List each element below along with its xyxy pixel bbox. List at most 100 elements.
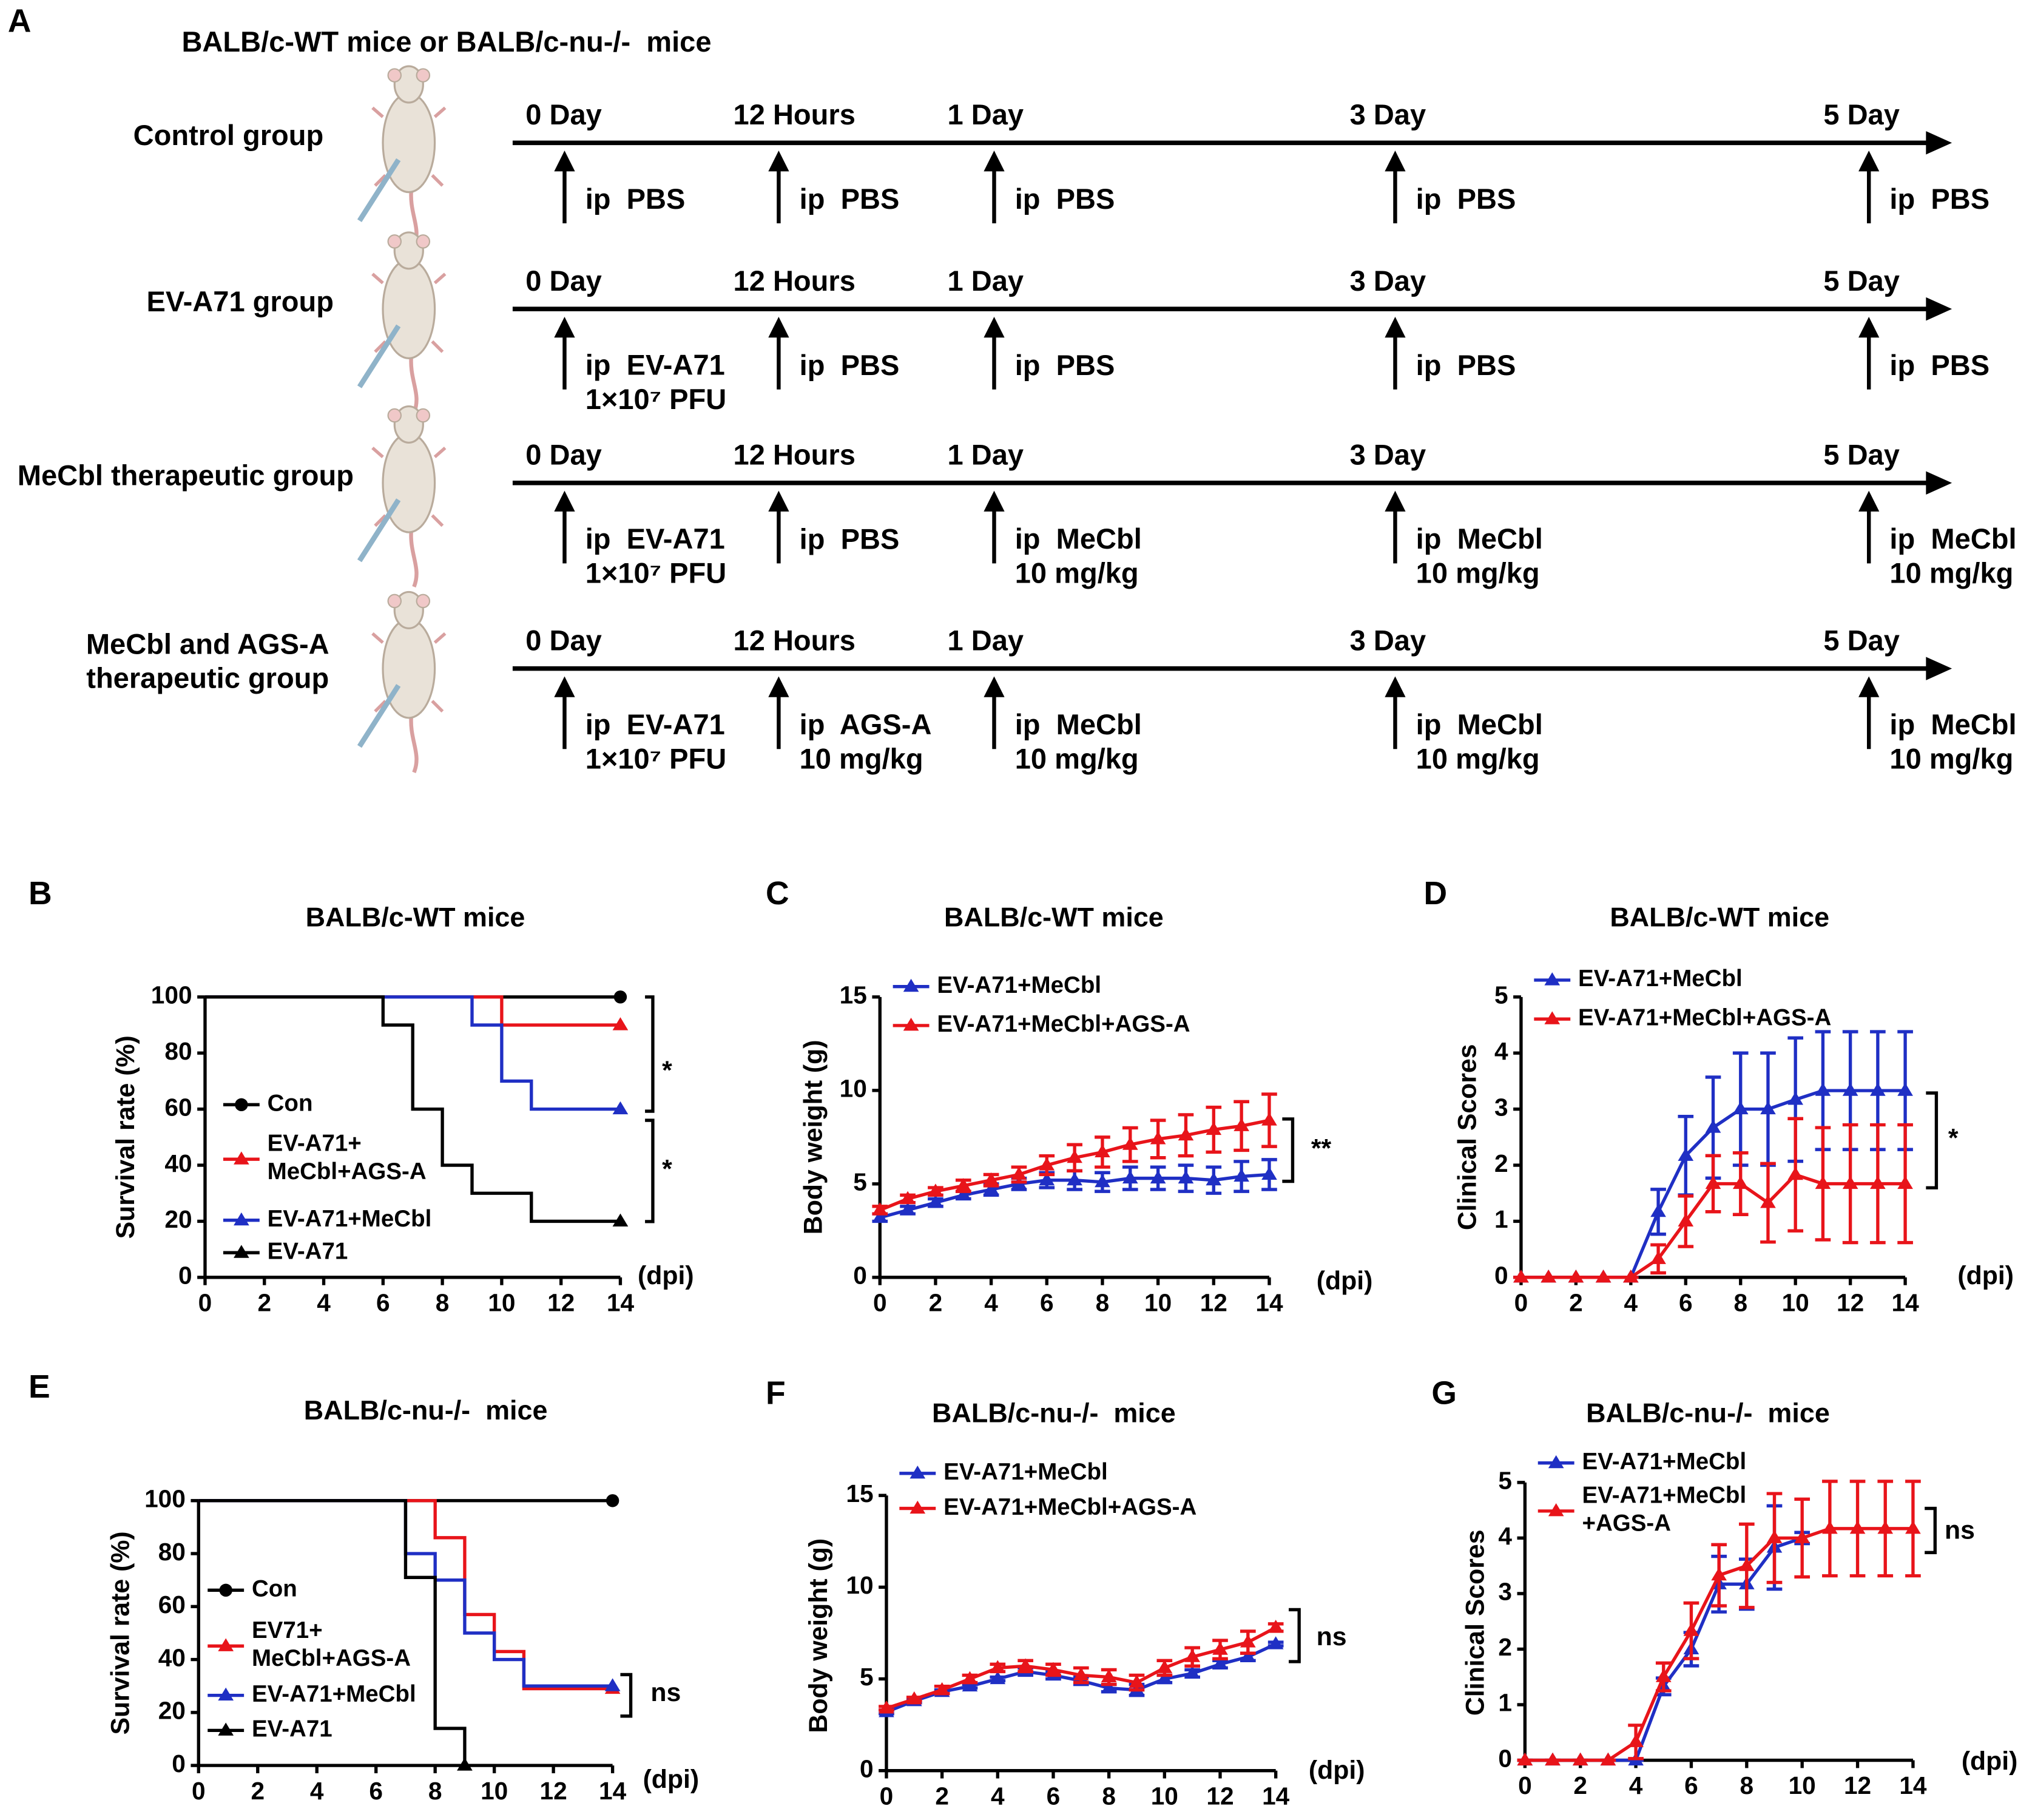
x-tick-label: 2	[257, 1288, 271, 1316]
arrow-head	[768, 151, 789, 172]
legend-label: EV-A71+MeCbl+AGS-A	[1578, 1004, 1831, 1030]
time-label: 5 Day	[1823, 98, 1900, 130]
mouse-ear	[416, 594, 431, 609]
group-label: EV-A71 group	[146, 285, 333, 317]
time-label: 0 Day	[525, 438, 602, 470]
marker	[1568, 1270, 1584, 1283]
arrow-head	[1385, 490, 1406, 512]
text-line: ip EV-A71	[586, 349, 725, 381]
marker	[1595, 1270, 1611, 1283]
marker	[1548, 1503, 1564, 1517]
marker	[1011, 1166, 1027, 1180]
marker	[983, 1172, 999, 1186]
text-line: EV71+	[252, 1617, 323, 1643]
x-tick-label: 6	[376, 1288, 390, 1316]
timeline-arrowhead	[1926, 657, 1952, 680]
annotation: ns	[1317, 1622, 1347, 1651]
marker	[1101, 1680, 1117, 1694]
marker	[218, 1722, 234, 1736]
x-tick-label: 8	[1733, 1288, 1747, 1316]
x-tick-label: 4	[1629, 1771, 1643, 1799]
treatment: ip PBS	[1889, 349, 1989, 381]
panel-letter: C	[766, 876, 789, 912]
marker	[1600, 1752, 1616, 1766]
y-tick-label: 0	[172, 1750, 186, 1778]
timeline-arrowhead	[1926, 471, 1952, 495]
mouse-ear	[387, 68, 402, 83]
marker	[1815, 1176, 1831, 1189]
marker	[1870, 1083, 1886, 1096]
mouse-body	[382, 92, 436, 194]
marker	[1150, 1170, 1166, 1184]
marker	[900, 1191, 916, 1205]
x-tick-label: 10	[1789, 1771, 1816, 1799]
annotation: *	[1948, 1123, 1959, 1152]
x-tick-label: 10	[1144, 1288, 1172, 1316]
x-tick-label: 0	[198, 1288, 212, 1316]
time-label: 1 Day	[947, 624, 1024, 656]
significance-bracket	[1926, 1091, 1939, 1189]
marker	[606, 1494, 619, 1507]
y-tick-label: 4	[1498, 1522, 1512, 1550]
time-label: 12 Hours	[734, 98, 856, 130]
arrow-head	[554, 151, 575, 172]
annotation: **	[1311, 1134, 1332, 1163]
x-tick-label: 12	[1844, 1771, 1871, 1799]
x-tick-label: 0	[880, 1782, 894, 1810]
text-line: 10 mg/kg	[1416, 557, 1540, 589]
marker	[1650, 1251, 1666, 1264]
marker	[872, 1202, 888, 1216]
time-label: 3 Day	[1350, 98, 1426, 130]
marker	[1073, 1667, 1089, 1681]
marker	[1544, 1011, 1561, 1024]
significance-bracket	[645, 995, 655, 1113]
y-axis-label: Clinical Scores	[1453, 1044, 1482, 1231]
time-label: 12 Hours	[734, 624, 856, 656]
mouse-ear	[416, 68, 431, 83]
mouse-icon	[357, 65, 447, 248]
marker	[1705, 1176, 1721, 1189]
text-line: 1×10⁷ PFU	[586, 557, 727, 589]
arrow-head	[1385, 676, 1406, 697]
arrow-head	[768, 490, 789, 512]
treatment: ip EV-A71 1×10⁷ PFU	[586, 708, 727, 774]
mouse-ear	[416, 408, 431, 423]
panel-letter: G	[1431, 1376, 1457, 1412]
marker	[1156, 1660, 1173, 1673]
y-tick-label: 10	[846, 1571, 873, 1599]
time-label: 0 Day	[525, 265, 602, 297]
arrow-head	[1385, 316, 1406, 338]
marker	[1842, 1176, 1858, 1189]
panel-letter: E	[29, 1369, 50, 1405]
schematic-header: BALB/c-WT mice or BALB/c-nu-/- mice	[181, 25, 711, 58]
time-label: 1 Day	[947, 98, 1024, 130]
marker	[457, 1757, 473, 1771]
marker	[1732, 1101, 1749, 1115]
marker	[1760, 1101, 1776, 1115]
y-tick-label: 0	[1494, 1262, 1508, 1290]
marker	[1178, 1170, 1194, 1184]
annotation: ns	[650, 1678, 681, 1707]
x-tick-label: 10	[488, 1288, 515, 1316]
marker	[872, 1209, 888, 1223]
treatment: ip MeCbl 10 mg/kg	[1889, 708, 2016, 774]
text-line: 10 mg/kg	[1889, 743, 2013, 775]
marker	[1267, 1636, 1284, 1649]
time-label: 3 Day	[1350, 438, 1426, 470]
marker	[604, 1678, 621, 1691]
treatment: ip PBS	[800, 183, 900, 215]
text-line: 1×10⁷ PFU	[586, 383, 727, 415]
legend-label: EV-A71+MeCbl+AGS-A	[268, 1131, 427, 1185]
x-tick-label: 2	[935, 1782, 949, 1810]
text-line: EV-A71+MeCbl	[1582, 1483, 1746, 1509]
treatment: ip PBS	[1889, 183, 1989, 215]
syringe	[357, 158, 401, 222]
x-tick-label: 0	[873, 1288, 887, 1316]
marker	[1897, 1083, 1913, 1096]
x-tick-label: 12	[1200, 1288, 1227, 1316]
text-line: ip AGS-A	[800, 708, 932, 740]
marker	[612, 1101, 629, 1115]
arrow-head	[554, 490, 575, 512]
marker	[990, 1660, 1006, 1673]
